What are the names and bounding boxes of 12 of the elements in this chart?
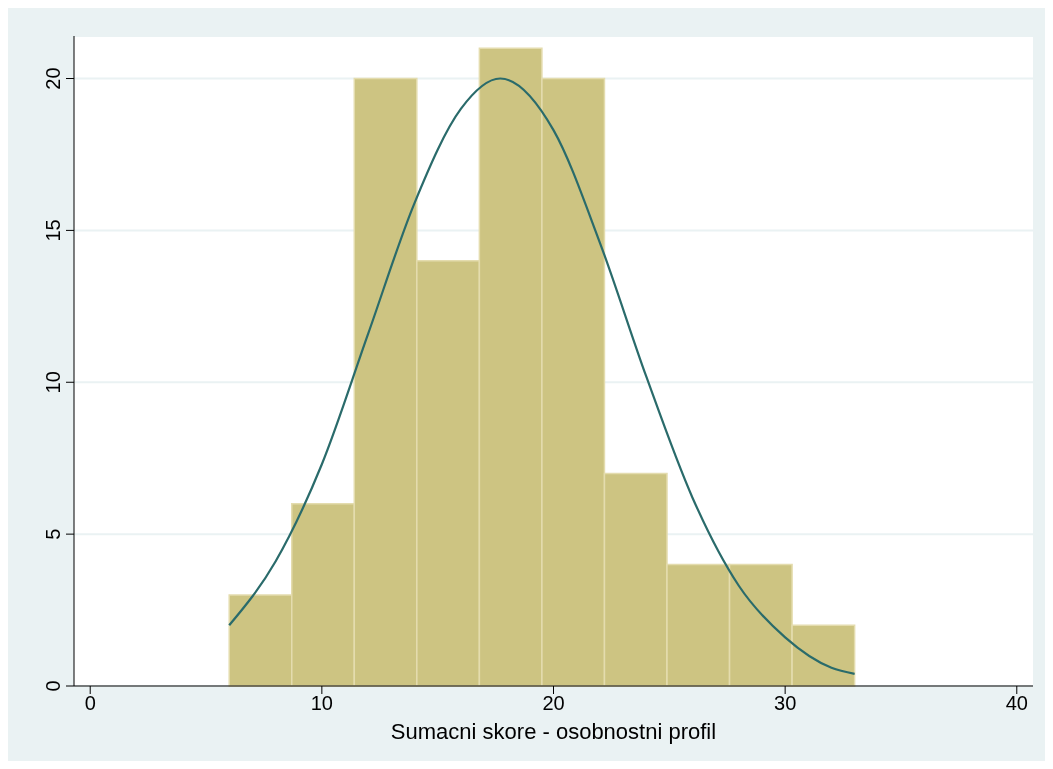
x-tick-label: 20: [542, 692, 565, 715]
x-tick-label: 10: [310, 692, 333, 715]
y-tick-label: 10: [42, 371, 64, 394]
y-tick-label: 0: [42, 680, 64, 692]
y-tick-label: 20: [42, 67, 64, 90]
y-tick-label: 15: [42, 219, 64, 242]
x-axis-title: Sumacni skore - osobnostni profil: [390, 719, 717, 744]
x-tick-label: 0: [84, 692, 96, 715]
y-tick-label: 5: [42, 528, 64, 540]
x-tick-label: 40: [1005, 692, 1028, 715]
x-tick-label: 30: [774, 692, 797, 715]
line-series: [228, 77, 856, 675]
